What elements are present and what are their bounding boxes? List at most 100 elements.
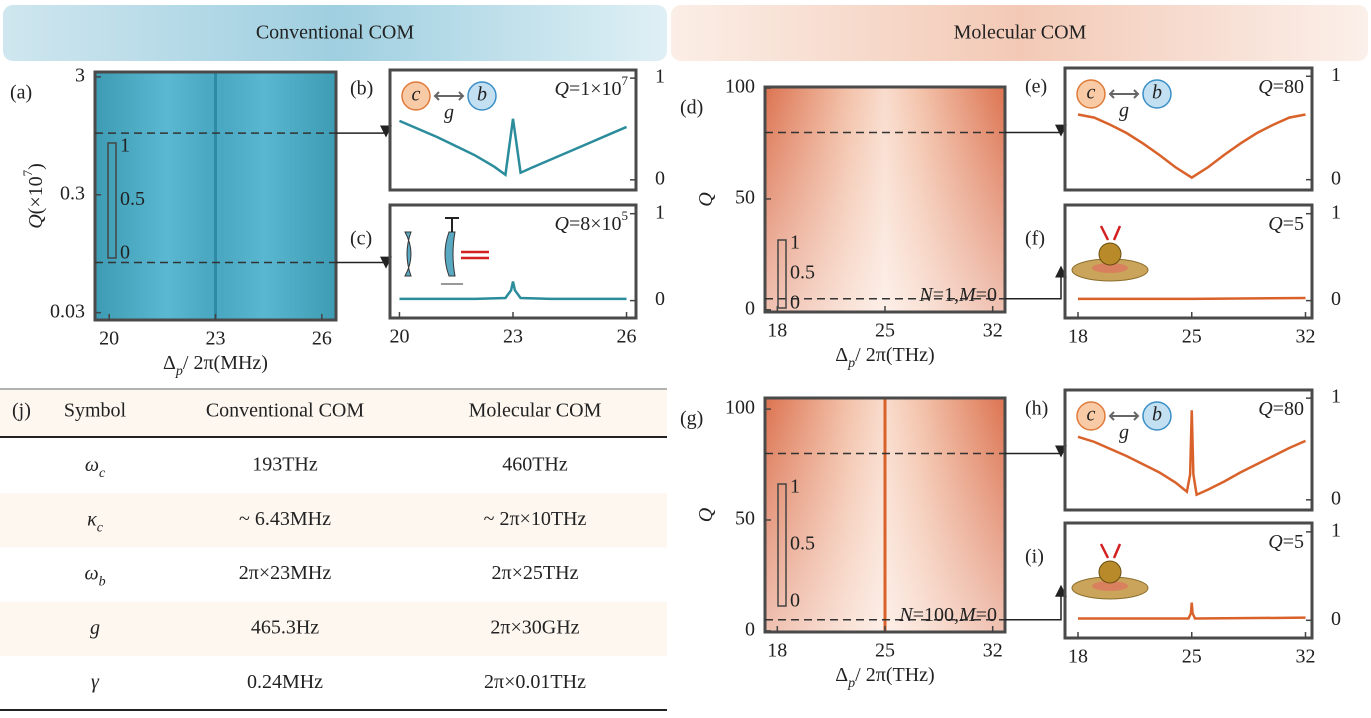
panel-label: (a)	[10, 82, 32, 104]
x-axis-label-part: Δ	[163, 352, 176, 374]
y-tick-label: 0	[655, 288, 665, 310]
arrow	[336, 133, 386, 136]
x-tick-label: 20	[99, 328, 119, 350]
x-axis-label-part: / 2π	[855, 664, 886, 686]
y-tick-label: 0	[745, 297, 755, 319]
annotation: Q=5	[1268, 531, 1304, 553]
panel-label: (h)	[1025, 398, 1048, 420]
annotation-part: =80	[1273, 398, 1304, 420]
x-axis-label: Δp/ 2π(MHz)	[163, 352, 268, 379]
y-tick-label: 0	[655, 167, 665, 189]
inset-particle	[1099, 561, 1121, 583]
y-tick-label: 0	[1331, 167, 1341, 189]
inset-spring	[445, 218, 459, 232]
y-axis-label-part: Q	[695, 507, 717, 522]
x-axis-label-part: Δ	[835, 664, 848, 686]
table-symbol-part: c	[99, 466, 106, 481]
annotation-part: =5	[1283, 531, 1304, 553]
table-symbol: ωb	[84, 562, 105, 589]
y-tick-label: 0.03	[50, 300, 85, 322]
arrow	[1005, 267, 1061, 299]
x-tick-label: 32	[1296, 326, 1316, 348]
note-part: M	[958, 284, 977, 306]
x-tick-label: 26	[312, 328, 332, 350]
x-tick-label: 23	[503, 326, 523, 348]
header: Molecular COM	[954, 22, 1087, 44]
table-cell: 465.3Hz	[251, 616, 319, 638]
table-cell: 2π×25THz	[492, 562, 579, 584]
x-axis-label-part: p	[175, 364, 183, 379]
panel-label: (e)	[1025, 76, 1047, 98]
curve	[1078, 298, 1306, 299]
table-cell: 2π×0.01THz	[484, 671, 586, 693]
inset-label: c	[1087, 404, 1096, 426]
y-tick-label: 1	[1331, 519, 1341, 541]
y-tick-label: 3	[75, 64, 85, 86]
colorbar-label: 0	[120, 242, 130, 264]
table-cell: 193THz	[252, 454, 318, 476]
note-part: =0	[976, 284, 997, 306]
table-symbol: ωc	[85, 454, 106, 481]
panel-label: (j)	[12, 400, 31, 422]
colorbar-label: 1	[790, 476, 800, 498]
curve	[1078, 410, 1306, 494]
table-header: Symbol	[64, 400, 127, 422]
y-axis-label: Q	[695, 507, 717, 522]
x-tick-label: 25	[1182, 326, 1202, 348]
table-header: Molecular COM	[469, 400, 602, 422]
inset-light	[1101, 226, 1120, 240]
note: N=100,M=0	[898, 604, 997, 626]
annotation-part: =8×10	[569, 213, 622, 235]
inset-label: b	[477, 84, 487, 106]
inset-label: c	[1087, 82, 1096, 104]
annotation-part: Q	[554, 213, 569, 235]
note-part: =0	[976, 604, 997, 626]
x-axis-label-part: (THz)	[886, 344, 935, 366]
x-tick-label: 20	[389, 326, 409, 348]
annotation-part: 7	[622, 73, 629, 88]
y-tick-label: 1	[655, 201, 665, 223]
table-symbol: g	[90, 616, 100, 638]
x-tick-label: 25	[875, 640, 895, 662]
annotation: Q=8×105	[554, 208, 628, 234]
x-axis-label-part: p	[847, 676, 855, 691]
table-symbol-part: c	[97, 520, 104, 535]
inset-label: g	[1119, 422, 1129, 444]
y-axis-label-part: Q	[695, 192, 717, 207]
annotation-part: =80	[1273, 76, 1304, 98]
colorbar-label: 1	[120, 135, 130, 157]
note-part: M	[958, 604, 977, 626]
table-cell: 0.24MHz	[247, 671, 323, 693]
table-symbol-part: ω	[85, 454, 99, 476]
note-part: =100,	[913, 604, 959, 626]
x-tick-label: 18	[767, 320, 787, 342]
x-axis-label-part: (MHz)	[214, 352, 268, 374]
y-tick-label: 1	[1331, 386, 1341, 408]
y-tick-label: 50	[735, 508, 755, 530]
x-tick-label: 23	[206, 328, 226, 350]
table-symbol-part: b	[99, 574, 106, 589]
curve	[399, 119, 626, 175]
y-tick-label: 100	[725, 397, 755, 419]
table-symbol: γ	[91, 671, 100, 693]
colorbar-label: 0.5	[790, 533, 815, 555]
y-tick-label: 1	[1331, 201, 1341, 223]
x-axis-label-part: / 2π	[855, 344, 886, 366]
y-tick-label: 0	[1331, 288, 1341, 310]
y-axis-label-part: (×10	[25, 176, 47, 214]
inset-coupling	[1110, 412, 1138, 420]
annotation-part: Q	[1268, 531, 1283, 553]
inset-light	[1101, 544, 1120, 558]
x-tick-label: 32	[983, 640, 1003, 662]
y-tick-label: 0.3	[60, 182, 85, 204]
x-tick-label: 32	[1296, 646, 1316, 668]
table-header: Conventional COM	[206, 400, 365, 422]
y-tick-label: 0	[1331, 487, 1341, 509]
colorbar-label: 0	[790, 292, 800, 314]
colorbar-label: 0.5	[790, 262, 815, 284]
y-tick-label: 100	[725, 76, 755, 98]
curve	[399, 281, 626, 298]
annotation-part: 5	[622, 208, 629, 223]
annotation: Q=80	[1258, 76, 1304, 98]
x-axis-label-part: Δ	[835, 344, 848, 366]
